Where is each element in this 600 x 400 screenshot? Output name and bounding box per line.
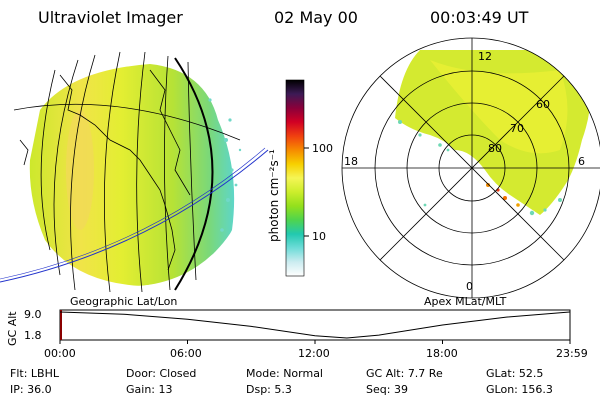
altitude-xticks — [59, 340, 571, 344]
polar-grid — [341, 37, 600, 299]
status-glon: GLon: 156.3 — [486, 383, 553, 396]
status-dsp: Dsp: 5.3 — [246, 383, 292, 396]
altitude-ytick-9: 9.0 — [24, 308, 42, 321]
altitude-xtick-1200: 12:00 — [298, 347, 330, 360]
status-seq: Seq: 39 — [366, 383, 408, 396]
mlt-label-18: 18 — [344, 155, 358, 168]
globe-emission — [29, 64, 235, 286]
altitude-xtick-0600: 06:00 — [170, 347, 202, 360]
colorbar-tick-label-100: 100 — [312, 142, 333, 155]
status-glat: GLat: 52.5 — [486, 367, 544, 380]
colorbar-tick-label-10: 10 — [312, 230, 326, 243]
status-gain: Gain: 13 — [126, 383, 173, 396]
instrument-title: Ultraviolet Imager — [38, 8, 183, 27]
image-date: 02 May 00 — [274, 8, 358, 27]
status-door: Door: Closed — [126, 367, 197, 380]
altitude-curve — [59, 311, 570, 339]
image-time: 00:03:49 UT — [430, 8, 529, 27]
mlt-label-6: 6 — [578, 155, 585, 168]
status-filter: Flt: LBHL — [10, 367, 59, 380]
altitude-ylabel: GC Alt — [6, 311, 19, 346]
apex-map-label: Apex MLat/MLT — [424, 295, 507, 308]
colorbar-scale — [285, 79, 305, 277]
altitude-xtick-2359: 23:59 — [556, 347, 588, 360]
altitude-plot: 9.0 1.8 GC Alt — [6, 308, 571, 346]
colorbar: 100 10 photon cm⁻²s⁻¹ — [267, 79, 333, 277]
mlt-label-12: 12 — [478, 50, 492, 63]
globe-coastline — [19, 69, 191, 271]
status-mode: Mode: Normal — [246, 367, 323, 380]
globe-boundary-line — [174, 57, 214, 291]
polar-speckle — [398, 120, 562, 216]
globe-latitude-line — [13, 103, 241, 141]
geographic-map-label: Geographic Lat/Lon — [70, 295, 178, 308]
mlt-label-0: 0 — [466, 280, 473, 293]
polar-hotspots — [486, 183, 520, 207]
altitude-ytick-1-8: 1.8 — [24, 329, 42, 342]
altitude-xtick-0000: 00:00 — [44, 347, 76, 360]
altitude-xtick-1800: 18:00 — [426, 347, 458, 360]
colorbar-unit-label: photon cm⁻²s⁻¹ — [267, 149, 281, 242]
globe-bright-band — [66, 110, 94, 230]
status-ip: IP: 36.0 — [10, 383, 52, 396]
mlat-label-80: 80 — [488, 142, 502, 155]
polar-map: 12 18 6 0 60 70 80 — [341, 37, 600, 299]
geographic-map — [0, 51, 269, 293]
status-gc-alt: GC Alt: 7.7 Re — [366, 367, 443, 380]
mlat-label-70: 70 — [510, 122, 524, 135]
mlat-label-60: 60 — [536, 98, 550, 111]
globe-orbit-line — [0, 149, 269, 283]
